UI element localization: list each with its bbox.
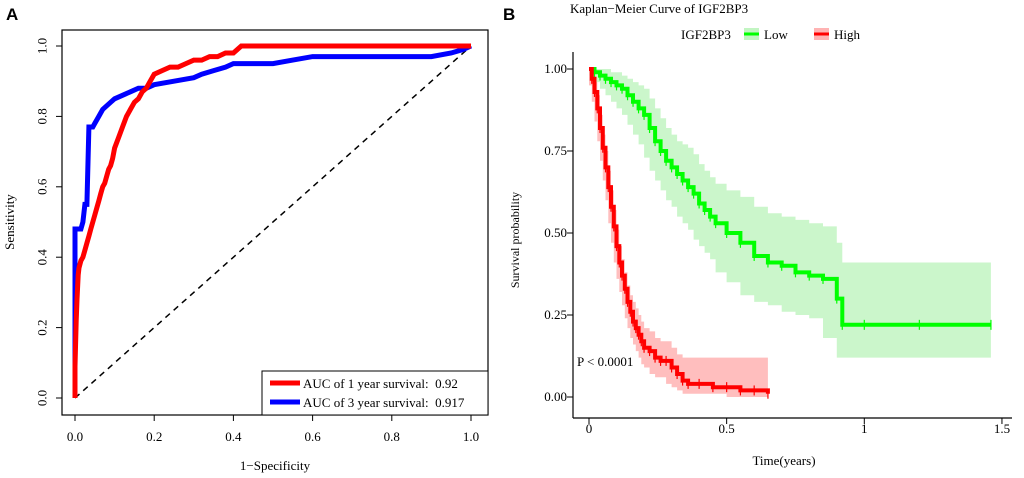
roc-legend-label-1yr: AUC of 1 year survival: 0.92 (303, 376, 458, 391)
km-panel: B Kaplan−Meier Curve of IGF2BP3 IGF2BP3 … (503, 1, 1012, 468)
roc-x-axis-label: 1−Specificity (240, 458, 311, 473)
km-y-tick-label: 0.00 (544, 389, 567, 404)
roc-x-tick-label: 0.8 (384, 429, 400, 444)
roc-y-tick-label: 0.8 (35, 108, 50, 124)
km-x-tick-label: 0 (586, 421, 593, 436)
panel-a-letter: A (6, 5, 18, 24)
km-x-tick-label: 1 (861, 421, 868, 436)
roc-legend-box (261, 370, 489, 416)
roc-legend-label-3yr: AUC of 3 year survival: 0.917 (303, 395, 465, 410)
roc-y-tick-label: 1.0 (35, 38, 50, 54)
km-ci-band-low (589, 69, 991, 358)
km-axes: 0 0.5 1 1.5 0.00 0.25 0.50 0.75 1.00 (544, 61, 1010, 436)
roc-y-tick-label: 0.0 (35, 390, 50, 406)
roc-x-tick-label: 1.0 (463, 429, 479, 444)
roc-curve-1yr (72, 43, 471, 398)
roc-y-tick-label: 0.4 (35, 249, 50, 266)
km-y-tick-label: 1.00 (544, 61, 567, 76)
km-legend: IGF2BP3 Low High (681, 27, 861, 42)
roc-x-tick-label: 0.2 (146, 429, 162, 444)
km-y-axis-label: Survival probability (508, 192, 522, 288)
roc-y-axis-label: Sensitivity (2, 194, 17, 250)
roc-axes: 0.0 0.2 0.4 0.6 0.8 1.0 0.0 0.2 0.4 0.6 0.8 1.0 (35, 38, 480, 444)
km-y-tick-label: 0.50 (544, 225, 567, 240)
roc-x-tick-label: 0.4 (225, 429, 242, 444)
roc-y-tick-label: 0.6 (35, 178, 50, 195)
km-x-axis-label: Time(years) (752, 453, 815, 468)
roc-x-tick-label: 0.0 (67, 429, 83, 444)
km-legend-label-low: Low (764, 27, 788, 42)
roc-curve-3yr (72, 43, 473, 398)
roc-y-tick-label: 0.2 (35, 319, 50, 335)
km-y-tick-label: 0.75 (544, 143, 567, 158)
roc-curves (72, 43, 473, 399)
km-title: Kaplan−Meier Curve of IGF2BP3 (570, 1, 748, 16)
km-y-tick-label: 0.25 (544, 307, 567, 322)
panel-b-letter: B (503, 5, 515, 24)
km-legend-title: IGF2BP3 (681, 27, 731, 42)
roc-x-tick-label: 0.6 (304, 429, 321, 444)
km-x-tick-label: 1.5 (994, 421, 1010, 436)
roc-panel: A 0.0 0.2 0.4 0.6 0.8 1.0 0.0 0.2 0.4 0.6 0.8 1.0 1… (2, 5, 489, 473)
km-curves (589, 67, 992, 399)
roc-reference-line (74, 45, 472, 399)
km-p-value: P < 0.0001 (577, 354, 633, 369)
roc-legend: AUC of 1 year survival: 0.92 AUC of 3 ye… (261, 370, 489, 416)
km-x-tick-label: 0.5 (719, 421, 735, 436)
km-legend-label-high: High (834, 27, 861, 42)
